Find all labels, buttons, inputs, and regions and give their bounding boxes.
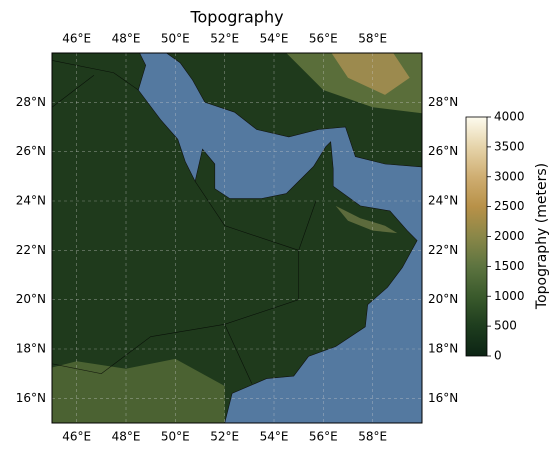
sea	[137, 53, 422, 423]
x-tick-label: 54°E	[260, 430, 289, 444]
y-tick-label: 18°N	[16, 342, 46, 356]
border	[194, 181, 317, 251]
border	[52, 60, 139, 91]
colorbar-tick-label: 3500	[494, 139, 525, 153]
x-tick-label: 50°E	[161, 430, 190, 444]
colorbar-tick-label: 2000	[494, 229, 525, 243]
title: Topography	[189, 8, 283, 27]
y-tick-label: 16°N	[428, 391, 458, 405]
y-tick-label: 28°N	[16, 95, 46, 109]
x-tick-label: 54°E	[260, 32, 289, 46]
map-frame	[51, 52, 423, 424]
x-tick-label: 58°E	[358, 430, 387, 444]
colorbar-tick-label: 2500	[494, 199, 525, 213]
highland	[335, 205, 398, 234]
colorbar-tick-label: 4000	[494, 110, 525, 124]
highland	[52, 358, 225, 423]
border	[52, 250, 299, 374]
y-tick-label: 20°N	[16, 292, 46, 306]
x-tick-label: 52°E	[210, 430, 239, 444]
map	[52, 53, 422, 423]
x-tick-label: 46°E	[62, 32, 91, 46]
y-tick-label: 24°N	[16, 194, 46, 208]
y-tick-label: 24°N	[428, 194, 458, 208]
colorbar-tick-label: 1500	[494, 259, 525, 273]
colorbar-tick-label: 0	[494, 349, 502, 363]
colorbar-tick-label: 3000	[494, 169, 525, 183]
x-tick-label: 50°E	[161, 32, 190, 46]
border	[224, 324, 253, 384]
colorbar-label: Topography (meters)	[534, 163, 550, 310]
y-tick-label: 28°N	[428, 95, 458, 109]
border	[52, 74, 95, 108]
x-tick-label: 56°E	[309, 430, 338, 444]
y-tick-label: 26°N	[428, 144, 458, 158]
y-tick-label: 16°N	[16, 391, 46, 405]
highland	[331, 53, 410, 95]
y-tick-label: 20°N	[428, 292, 458, 306]
y-tick-label: 22°N	[428, 243, 458, 257]
x-tick-label: 48°E	[112, 32, 141, 46]
x-tick-label: 48°E	[112, 430, 141, 444]
colorbar-tick-label: 500	[494, 319, 517, 333]
colorbar	[465, 116, 488, 357]
x-tick-label: 58°E	[358, 32, 387, 46]
y-tick-label: 18°N	[428, 342, 458, 356]
x-tick-label: 52°E	[210, 32, 239, 46]
y-tick-label: 22°N	[16, 243, 46, 257]
y-tick-label: 26°N	[16, 144, 46, 158]
x-tick-label: 46°E	[62, 430, 91, 444]
x-tick-label: 56°E	[309, 32, 338, 46]
colorbar-tick-label: 1000	[494, 289, 525, 303]
